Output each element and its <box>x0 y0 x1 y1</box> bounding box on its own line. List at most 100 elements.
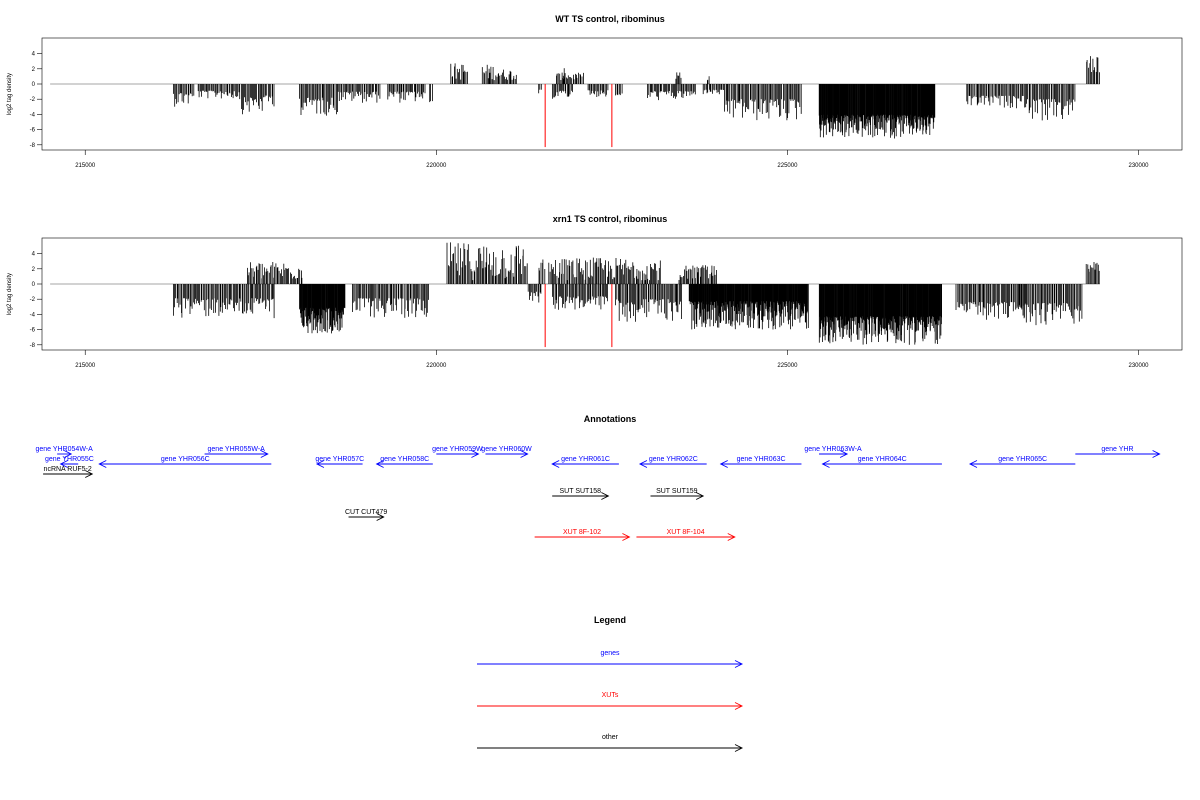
x-axis: 215000 220000 225000 230000 <box>75 150 1149 169</box>
arrow-head <box>315 460 325 468</box>
signal-segment <box>264 84 275 107</box>
arrow-head <box>622 533 631 541</box>
x-tick-label: 220000 <box>426 363 447 369</box>
annotation-feature: gene YHR057C <box>315 456 364 468</box>
signal-segment <box>446 242 528 284</box>
arrow-head <box>375 460 384 468</box>
signal-segment <box>499 69 517 84</box>
signal-segment <box>337 84 381 103</box>
x-tick-label: 230000 <box>1129 163 1150 169</box>
annotation-feature: SUT SUT159 <box>650 488 705 500</box>
signal-segment <box>197 84 240 99</box>
plot-frame <box>41 237 1183 351</box>
signal-segment <box>527 284 542 303</box>
annotation-feature: gene YHR062C <box>638 456 707 468</box>
legend-label: genes <box>600 650 620 657</box>
arrow-head <box>719 460 728 468</box>
feature-label: XUT 8F-102 <box>563 529 601 536</box>
signal-segment <box>818 284 942 345</box>
legend: Legend genes XUTs other <box>477 615 744 752</box>
arrow-head <box>520 450 529 458</box>
signal-segment <box>538 259 546 284</box>
arrow-head <box>695 492 705 500</box>
signal-segment <box>707 76 710 84</box>
y-tick-label: -8 <box>30 143 36 149</box>
arrow-head <box>98 460 107 468</box>
annotation-feature: gene YHR064C <box>821 456 942 468</box>
feature-label: XUT 8F-104 <box>667 529 705 536</box>
track-wt-ts-control: WT TS control, ribominus log2 tag densit… <box>7 14 1183 169</box>
x-tick-label: 220000 <box>426 163 447 169</box>
arrow-head <box>821 460 830 468</box>
signal-segment <box>450 63 468 84</box>
annotation-feature: gene YHR059W <box>432 446 483 458</box>
signal-bars <box>50 242 1100 348</box>
track-xrn1-ts-control: xrn1 TS control, ribominus log2 tag dens… <box>7 214 1183 369</box>
annotation-features: gene YHR054W-A gene YHR055W-A gene YHR059W… <box>35 446 1161 541</box>
legend-arrow-head <box>734 744 744 752</box>
arrow-head <box>85 470 94 478</box>
feature-label: gene YHR063C <box>737 456 786 463</box>
arrow-head <box>1152 450 1161 458</box>
signal-segment <box>239 84 264 115</box>
track-title: WT TS control, ribominus <box>555 14 665 24</box>
feature-label: gene YHR062C <box>649 456 698 463</box>
signal-segment <box>675 72 682 84</box>
track-title: xrn1 TS control, ribominus <box>553 214 668 224</box>
legend-label: XUTs <box>602 692 619 699</box>
x-axis: 215000 220000 225000 230000 <box>75 350 1149 369</box>
annotation-feature: gene YHR063W-A <box>804 446 862 458</box>
x-tick-label: 225000 <box>777 363 798 369</box>
legend-arrow-head <box>734 702 744 710</box>
feature-label: gene YHR064C <box>858 456 907 463</box>
annotation-feature: ncRNA RUF5-2 <box>43 466 94 478</box>
feature-label: gene YHR <box>1101 446 1133 453</box>
arrow-head <box>551 460 560 468</box>
signal-segment <box>556 72 584 84</box>
feature-label: SUT SUT158 <box>560 488 602 495</box>
signal-segment <box>615 284 682 322</box>
annotation-feature: gene YHR <box>1075 446 1161 458</box>
feature-label: gene YHR059W <box>432 446 483 453</box>
signal-segment <box>352 284 429 318</box>
signal-segment <box>548 257 661 284</box>
y-tick-label: 0 <box>32 82 36 88</box>
annotation-feature: gene YHR058C <box>375 456 433 468</box>
legend-items: genes XUTs other <box>477 650 744 752</box>
feature-label: ncRNA RUF5-2 <box>44 466 92 473</box>
signal-segment <box>538 84 542 94</box>
feature-label: gene YHR060W <box>481 446 532 453</box>
y-tick-label: -4 <box>30 112 36 118</box>
arrow-head <box>59 460 68 468</box>
y-tick-label: 4 <box>32 252 36 258</box>
arrow-head <box>968 460 978 468</box>
legend-item: genes <box>477 650 744 668</box>
signal-segment <box>299 84 338 116</box>
signal-segment <box>688 284 809 330</box>
plot-frame <box>41 37 1183 151</box>
signal-segment <box>387 84 426 103</box>
y-tick-label: -2 <box>30 97 36 103</box>
signal-segment <box>818 84 936 139</box>
annotation-feature: CUT CUT479 <box>345 509 387 521</box>
annotation-feature: XUT 8F-102 <box>534 529 631 541</box>
y-axis-label: log2 tag density <box>7 273 13 315</box>
signal-segment <box>678 265 717 284</box>
feature-label: gene YHR061C <box>561 456 610 463</box>
arrow-head <box>471 450 480 458</box>
y-tick-label: 2 <box>32 267 36 273</box>
annotation-feature: gene YHR061C <box>551 456 619 468</box>
arrow-head <box>638 460 648 468</box>
legend-title: Legend <box>594 615 626 625</box>
x-tick-label: 225000 <box>777 163 798 169</box>
annotation-feature: gene YHR054W-A <box>35 446 93 458</box>
annotations-panel: Annotations gene YHR054W-A gene YHR055W-A… <box>35 414 1161 541</box>
feature-label: gene YHR055W-A <box>208 446 266 453</box>
annotation-feature: gene YHR056C <box>98 456 272 468</box>
signal-segment <box>1086 56 1100 84</box>
arrow-head <box>63 450 73 458</box>
y-tick-label: 4 <box>32 52 36 58</box>
feature-label: gene YHR058C <box>380 456 429 463</box>
feature-label: gene YHR057C <box>315 456 364 463</box>
